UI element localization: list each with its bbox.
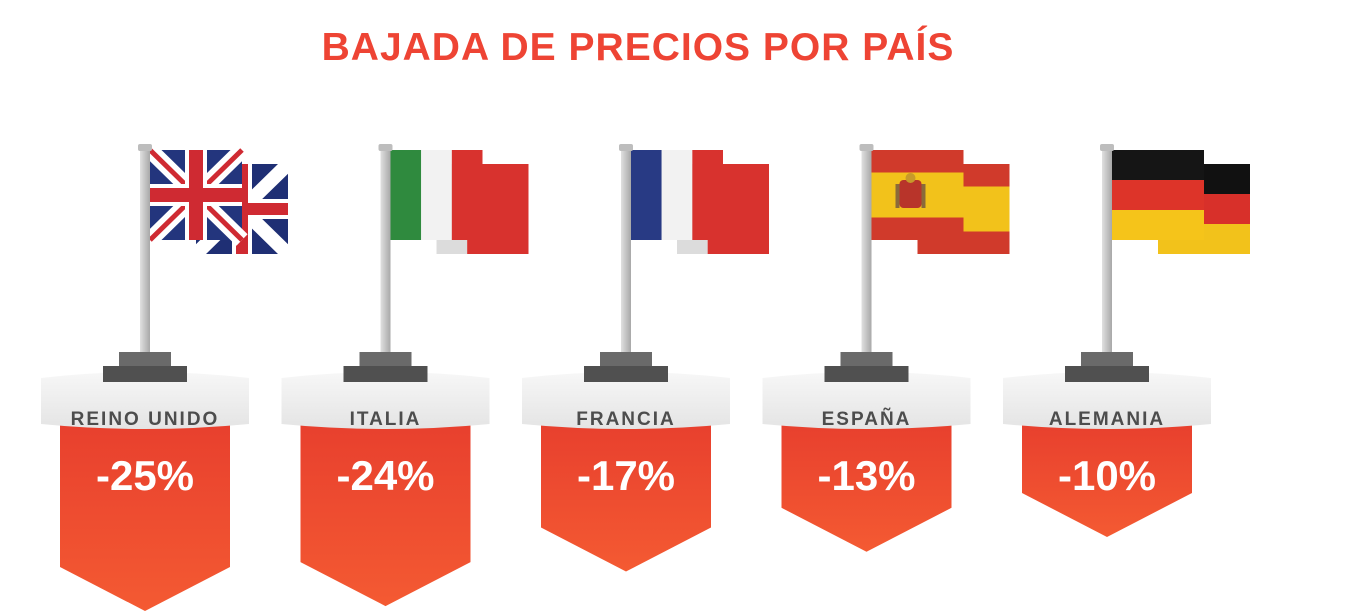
country-item-4: ESPAÑA -13% — [762, 144, 1010, 552]
france-flag-icon — [631, 150, 769, 254]
country-label: REINO UNIDO — [71, 409, 220, 430]
value-banner — [60, 425, 230, 611]
chart-title: BAJADA DE PRECIOS POR PAÍS — [321, 26, 955, 69]
value-label: -24% — [336, 452, 434, 499]
value-banner — [1022, 425, 1192, 537]
flag-pole — [380, 148, 391, 358]
pole-base — [600, 352, 652, 366]
value-label: -25% — [96, 452, 194, 499]
flag-pole — [1102, 148, 1112, 358]
italy-flag-icon — [390, 150, 529, 254]
pedestal — [762, 372, 971, 429]
spain-flag-icon — [871, 150, 1010, 254]
value-banner — [541, 425, 711, 572]
pedestal — [1003, 372, 1211, 429]
country-item-3: FRANCIA -17% — [522, 144, 769, 572]
flag-pole — [140, 148, 150, 358]
pedestal — [41, 372, 249, 429]
country-label: ALEMANIA — [1049, 409, 1165, 430]
country-item-2: ITALIA -24% — [281, 144, 529, 607]
country-item-1: REINO UNIDO -25% — [41, 144, 293, 611]
pole-base — [359, 352, 412, 366]
country-label: ESPAÑA — [822, 408, 912, 430]
country-label: FRANCIA — [576, 409, 676, 430]
pole-base — [840, 352, 893, 366]
country-item-5: ALEMANIA -10% — [1003, 144, 1250, 537]
pole-base — [1081, 352, 1133, 366]
value-banner — [300, 425, 471, 607]
flag-pole — [861, 148, 872, 358]
value-label: -17% — [577, 452, 675, 499]
pole-base — [119, 352, 171, 366]
uk-flag-icon — [144, 144, 293, 260]
coat-of-arms-icon — [899, 180, 922, 208]
value-label: -10% — [1058, 452, 1156, 499]
value-label: -13% — [817, 452, 915, 499]
pedestal — [281, 372, 490, 429]
flag-pole — [621, 148, 631, 358]
value-banner — [781, 425, 952, 552]
pedestal — [522, 372, 730, 429]
germany-flag-icon — [1112, 150, 1250, 254]
country-label: ITALIA — [350, 409, 422, 430]
